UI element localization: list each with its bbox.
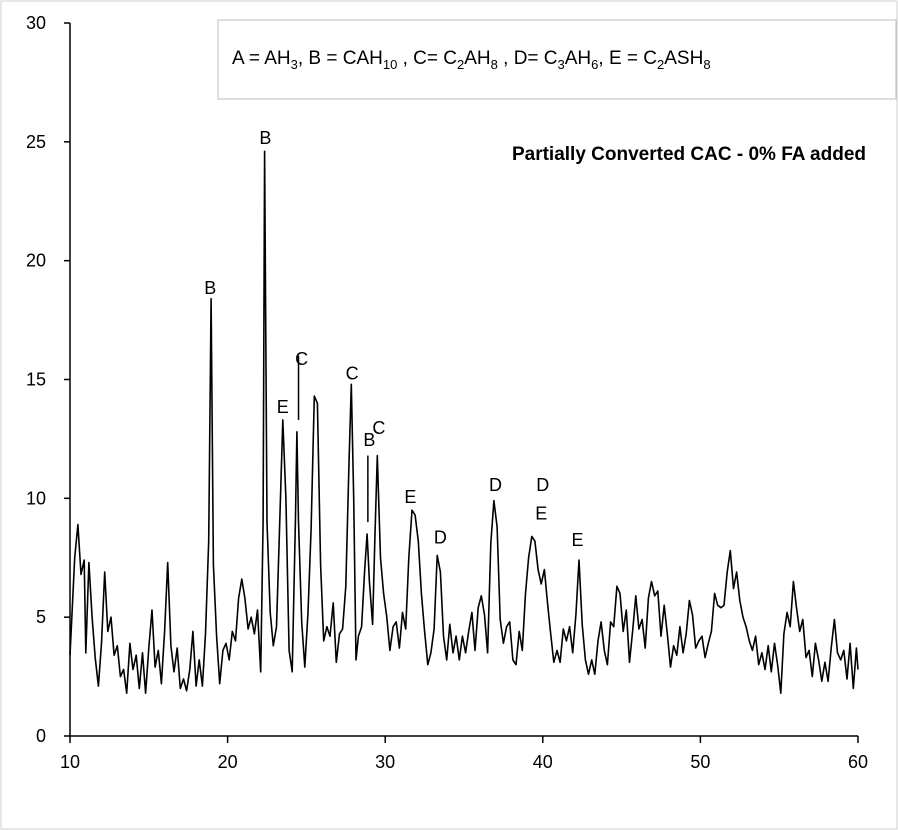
y-tick-label: 20 [26,251,46,271]
peak-label: E [277,397,289,417]
y-tick-label: 5 [36,607,46,627]
y-tick-label: 10 [26,488,46,508]
x-tick-label: 60 [848,752,868,772]
legend-box-frame [217,19,897,100]
legend-text-segment: 10 [383,57,397,72]
peak-label: D [489,475,502,495]
chart-title: Partially Converted CAC - 0% FA added [512,144,866,165]
x-tick-label: 10 [60,752,80,772]
legend-text-segment: 6 [591,57,598,72]
legend-text-segment: , B = CAH [298,48,383,69]
legend-text-segment: 3 [291,57,298,72]
legend-text-segment: , C= C [397,48,457,69]
series-layer [69,150,859,694]
legend-text-segment: 2 [457,57,464,72]
y-tick-label: 0 [36,726,46,746]
peak-label: B [259,128,271,148]
y-tick-label: 15 [26,370,46,390]
peak-label: E [404,487,416,507]
legend-text-segment: 8 [703,57,710,72]
peak-label: B [204,278,216,298]
legend-text-segment: 3 [558,57,565,72]
x-tick-label: 30 [375,752,395,772]
peak-label: C [372,418,385,438]
x-tick-label: 20 [218,752,238,772]
legend-text-segment: , E = C [598,48,657,69]
peak-label: C [346,364,359,384]
legend-text-segment: A = AH [232,48,291,69]
peak-label: D [434,527,447,547]
legend-text-segment: AH [464,48,490,69]
peak-label: E [571,530,583,550]
peak-label: C [295,349,308,369]
peak-label: B [363,430,375,450]
series-line [69,150,859,694]
y-tick-label: 25 [26,132,46,152]
y-tick-label: 30 [26,13,46,33]
axes: 0 5 10 15 20 25 30 10 20 30 40 50 60 [26,13,868,772]
legend-text-segment: AH [565,48,591,69]
legend-text-segment: ASH [664,48,703,69]
legend-text-segment: 2 [657,57,664,72]
legend-text-segment: 8 [491,57,498,72]
peak-label: E [535,504,547,524]
x-tick-label: 50 [690,752,710,772]
x-tick-label: 40 [533,752,553,772]
legend-text-segment: , D= C [498,48,558,69]
legend-box: A = AH3, B = CAH10 , C= C2AH8 , D= C3AH6… [217,19,897,100]
peak-label: D [536,475,549,495]
legend-text: A = AH3, B = CAH10 , C= C2AH8 , D= C3AH6… [232,48,711,72]
